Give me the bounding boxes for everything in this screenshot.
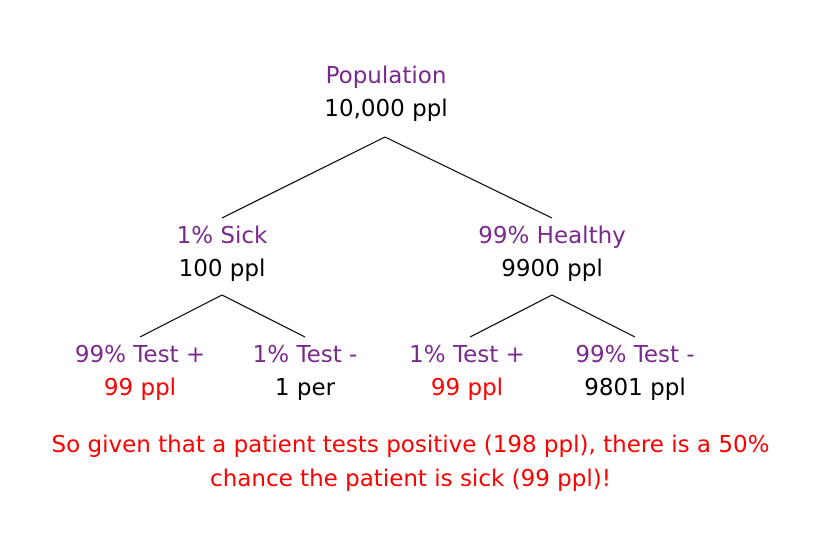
- node-sick-count: 100 ppl: [178, 256, 266, 282]
- node-sick-test-positive-count: 99 ppl: [103, 375, 177, 401]
- node-healthy-test-negative-label: 99% Test -: [575, 342, 695, 368]
- edge-sick-to-test-negative: [221, 294, 306, 338]
- node-population: Population 10,000 ppl: [324, 60, 447, 126]
- conclusion-line-2: chance the patient is sick (99 ppl)!: [210, 466, 611, 492]
- node-sick: 1% Sick 100 ppl: [177, 220, 268, 286]
- node-sick-test-positive: 99% Test + 99 ppl: [75, 339, 205, 405]
- node-healthy-test-positive-label: 1% Test +: [409, 342, 525, 368]
- node-sick-test-negative-count: 1 per: [274, 375, 336, 401]
- node-sick-test-negative: 1% Test - 1 per: [253, 339, 358, 405]
- node-healthy-test-negative: 99% Test - 9801 ppl: [575, 339, 694, 405]
- node-sick-test-negative-label: 1% Test -: [252, 342, 358, 368]
- node-healthy-test-positive: 1% Test + 99 ppl: [409, 339, 525, 405]
- node-healthy-test-positive-count: 99 ppl: [430, 375, 504, 401]
- node-healthy-count: 9900 ppl: [501, 256, 603, 282]
- conclusion-line-1: So given that a patient tests positive (…: [51, 432, 770, 458]
- node-sick-label: 1% Sick: [176, 223, 268, 249]
- edge-sick-to-test-positive: [139, 294, 223, 338]
- node-healthy-test-negative-count: 9801 ppl: [584, 375, 686, 401]
- edge-healthy-to-test-negative: [551, 294, 636, 338]
- edge-root-to-sick: [221, 136, 386, 219]
- node-healthy-label: 99% Healthy: [478, 223, 626, 249]
- edge-root-to-healthy: [384, 136, 553, 219]
- node-sick-test-positive-label: 99% Test +: [74, 342, 206, 368]
- conclusion-text: So given that a patient tests positive (…: [0, 428, 821, 496]
- node-population-label: Population: [325, 63, 447, 89]
- node-healthy: 99% Healthy 9900 ppl: [478, 220, 626, 286]
- node-population-count: 10,000 ppl: [324, 96, 448, 122]
- edge-healthy-to-test-positive: [469, 294, 553, 338]
